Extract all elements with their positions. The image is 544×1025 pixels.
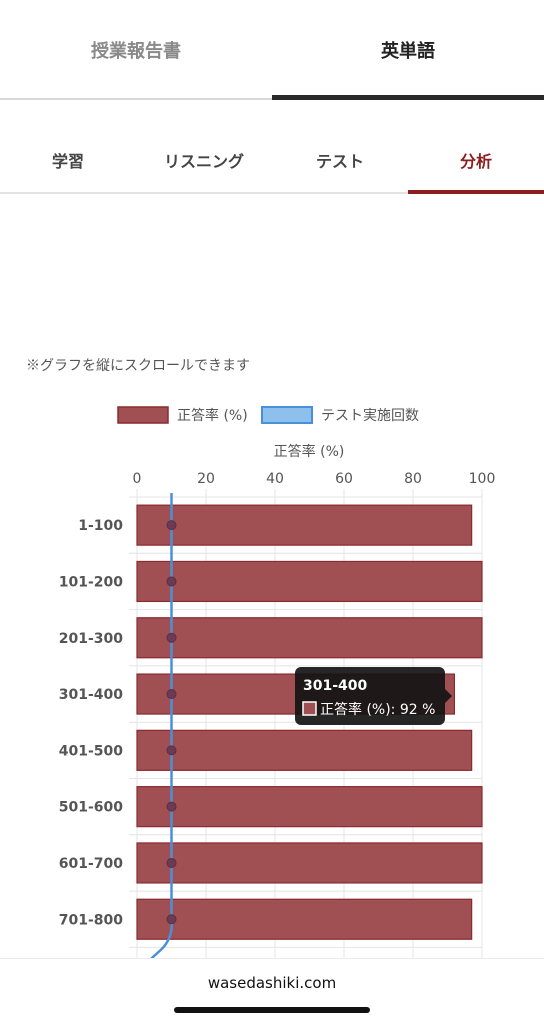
- scroll-note: ※グラフを縦にスクロールできます: [26, 358, 250, 374]
- y-tick-label: 601-700: [59, 856, 124, 872]
- bar-1-100[interactable]: [136, 504, 473, 546]
- test-count-point[interactable]: [166, 632, 177, 643]
- y-tick-label: 301-400: [59, 687, 124, 703]
- site-url[interactable]: wasedashiki.com: [207, 974, 337, 992]
- x-axis-title: 正答率 (%): [274, 443, 345, 460]
- tooltip-pointer: [445, 689, 452, 703]
- subtab-listening[interactable]: リスニング: [163, 152, 244, 171]
- tooltip-title: 301-400: [303, 678, 368, 694]
- tooltip-swatch: [302, 701, 317, 716]
- x-tick-label: 80: [404, 471, 422, 487]
- bar-401-500[interactable]: [136, 729, 473, 771]
- subtab-study[interactable]: 学習: [51, 152, 84, 171]
- chart-tooltip: 301-400 正答率 (%): 92 %: [295, 667, 452, 725]
- test-count-point[interactable]: [166, 914, 177, 925]
- bar-501-600[interactable]: [136, 786, 483, 828]
- tooltip-label: 正答率 (%): 92 %: [320, 701, 435, 718]
- test-count-point[interactable]: [166, 689, 177, 700]
- test-count-point[interactable]: [166, 520, 177, 531]
- tab-class-report[interactable]: 授業報告書: [0, 0, 272, 100]
- y-tick-label: 201-300: [59, 631, 124, 647]
- accuracy-chart[interactable]: 正答率 (%) テスト実施回数 正答率 (%) 0 20 40 60 80 10…: [0, 395, 544, 958]
- home-indicator[interactable]: [174, 1007, 370, 1013]
- x-tick-label: 20: [197, 471, 215, 487]
- footer-bar: wasedashiki.com: [0, 958, 544, 1025]
- legend-swatch-accuracy[interactable]: [117, 406, 169, 424]
- subtab-analysis[interactable]: 分析: [408, 128, 544, 194]
- legend-swatch-test-count[interactable]: [261, 406, 313, 424]
- legend-label-accuracy[interactable]: 正答率 (%): [177, 407, 248, 424]
- bar-101-200[interactable]: [136, 560, 483, 603]
- y-tick-label: 101-200: [59, 574, 124, 590]
- sub-tabs: 学習 リスニング テスト 分析: [0, 128, 544, 194]
- subtab-test[interactable]: テスト: [315, 152, 364, 171]
- x-tick-labels: 0 20 40 60 80 100: [133, 471, 496, 487]
- test-count-point[interactable]: [166, 745, 177, 756]
- main-tabs: 授業報告書 英単語: [0, 0, 544, 100]
- test-count-series: [150, 493, 177, 958]
- legend-label-test-count[interactable]: テスト実施回数: [321, 408, 419, 424]
- bar-601-700[interactable]: [136, 842, 483, 884]
- tab-vocabulary[interactable]: 英単語: [272, 0, 544, 100]
- y-tick-label: 401-500: [59, 743, 124, 759]
- test-count-point[interactable]: [166, 857, 177, 868]
- x-tick-label: 100: [469, 471, 496, 487]
- test-count-point[interactable]: [166, 801, 177, 812]
- y-tick-label: 1-100: [78, 518, 123, 534]
- x-tick-label: 40: [266, 471, 284, 487]
- y-tick-label: 701-800: [59, 912, 124, 928]
- y-tick-labels: 1-100 101-200 201-300 301-400 401-500 501-600…: [59, 518, 124, 928]
- x-tick-label: 60: [335, 471, 353, 487]
- y-tick-label: 501-600: [59, 800, 124, 816]
- bar-201-300[interactable]: [136, 617, 483, 659]
- x-tick-label: 0: [133, 471, 142, 487]
- test-count-point[interactable]: [166, 576, 177, 587]
- tooltip-box: [295, 667, 445, 725]
- bar-701-800[interactable]: [136, 898, 473, 940]
